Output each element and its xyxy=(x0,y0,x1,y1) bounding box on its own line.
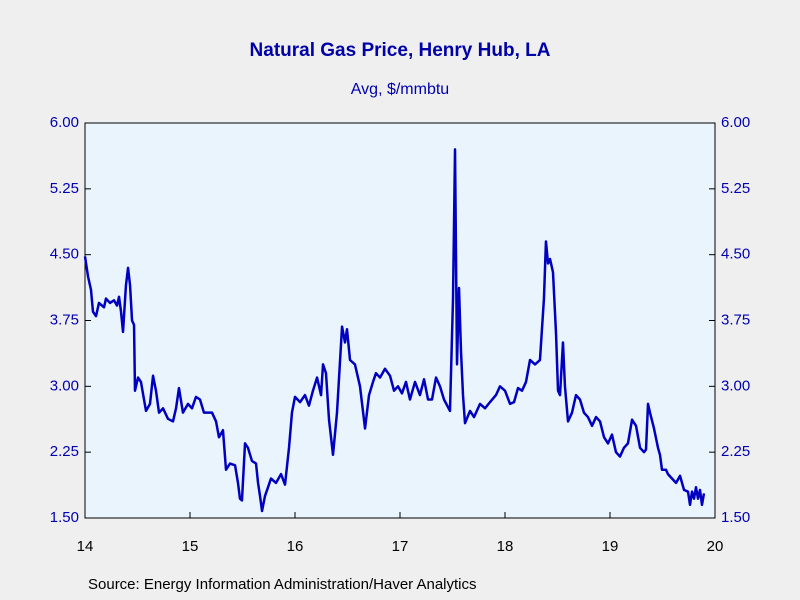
x-tick-label: 20 xyxy=(707,538,724,555)
source: Source: Energy Information Administratio… xyxy=(88,576,477,593)
y2-tick-label: 5.25 xyxy=(721,180,750,197)
x-tick-label: 17 xyxy=(392,538,409,555)
y-tick-label: 5.25 xyxy=(50,180,79,197)
y2-tick-label: 2.25 xyxy=(721,443,750,460)
x-tick-label: 16 xyxy=(287,538,304,555)
x-tick-label: 15 xyxy=(182,538,199,555)
y2-tick-label: 4.50 xyxy=(721,246,750,263)
y-tick-label: 3.00 xyxy=(50,377,79,394)
y2-tick-label: 3.00 xyxy=(721,377,750,394)
y-tick-label: 2.25 xyxy=(50,443,79,460)
y-tick-label: 1.50 xyxy=(50,509,79,526)
price-line xyxy=(83,148,706,513)
x-tick-label: 14 xyxy=(77,538,94,555)
y-tick-label: 4.50 xyxy=(50,246,79,263)
x-tick-label: 19 xyxy=(602,538,619,555)
y2-tick-label: 3.75 xyxy=(721,311,750,328)
y2-tick-label: 6.00 xyxy=(721,114,750,131)
chart-subtitle: Avg, $/mmbtu xyxy=(351,81,449,98)
chart-title: Natural Gas Price, Henry Hub, LA xyxy=(250,40,551,61)
y2-tick-label: 1.50 xyxy=(721,509,750,526)
y-tick-label: 6.00 xyxy=(50,114,79,131)
y-tick-label: 3.75 xyxy=(50,311,79,328)
x-tick-label: 18 xyxy=(497,538,514,555)
plot-area xyxy=(84,122,716,519)
